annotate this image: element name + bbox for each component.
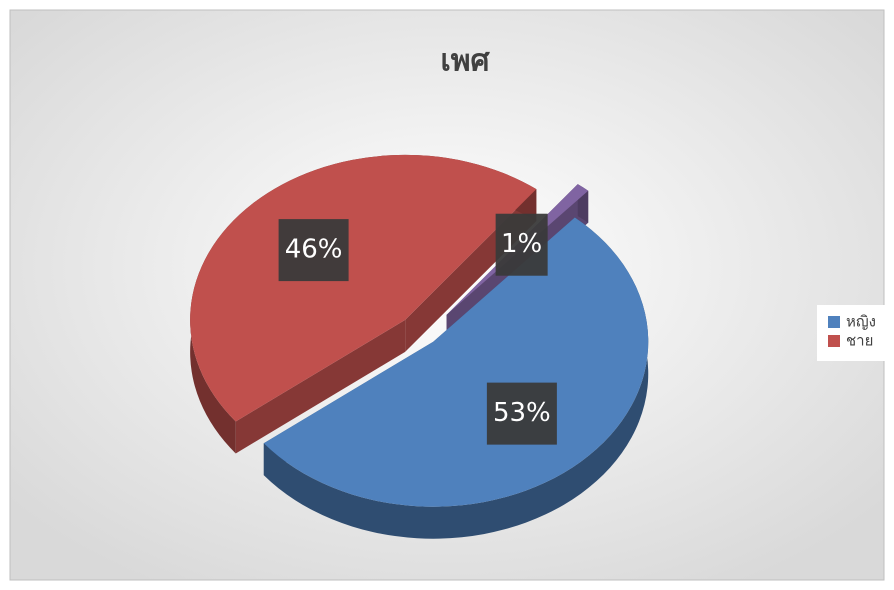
legend-label: ชาย	[846, 332, 873, 350]
data-label: 53%	[493, 398, 551, 428]
data-label-box	[495, 213, 548, 276]
slice-side	[235, 319, 406, 454]
chart-title: เพศ	[440, 44, 490, 79]
legend-swatch	[828, 316, 840, 328]
legend-swatch	[828, 335, 840, 347]
data-label-box	[486, 382, 557, 445]
legend-label: หญิง	[846, 313, 876, 331]
data-label: 1%	[501, 229, 542, 259]
slice	[190, 154, 537, 422]
data-label-box	[278, 219, 349, 282]
data-label: 46%	[285, 235, 343, 265]
legend	[817, 305, 894, 361]
